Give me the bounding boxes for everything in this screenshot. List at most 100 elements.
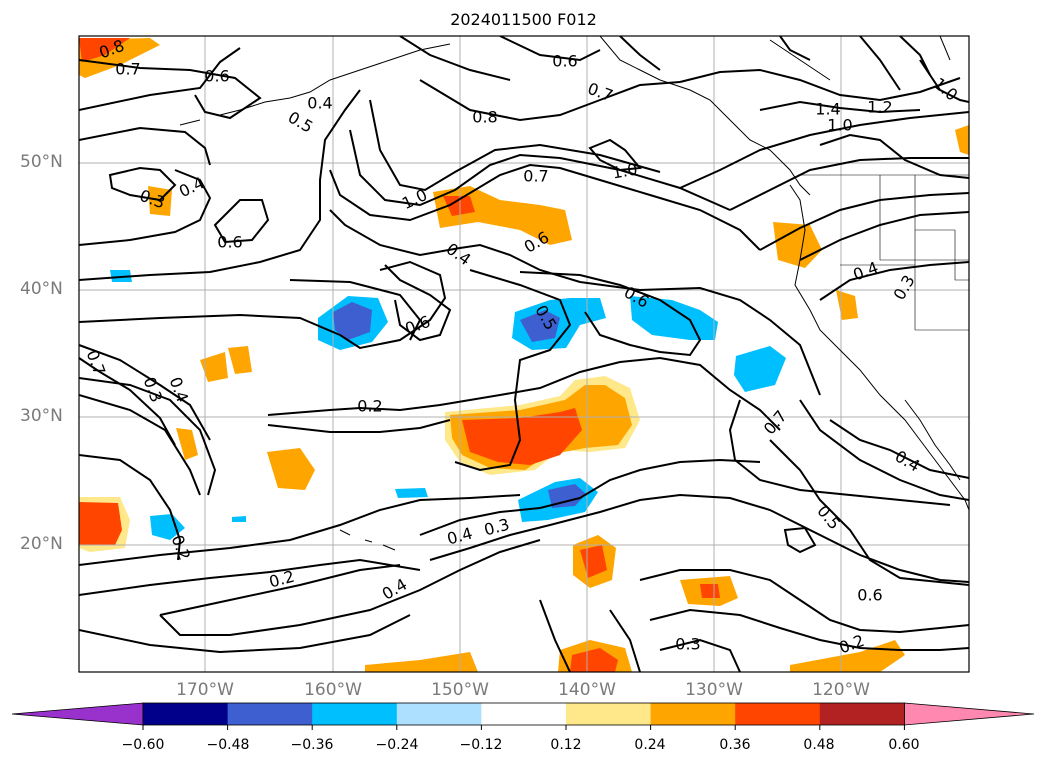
contour-label: 0.4 — [307, 94, 332, 113]
contour-line — [779, 36, 811, 61]
colorbar-tick-label: −0.36 — [290, 737, 334, 753]
contour-label: 1.4 — [815, 100, 840, 119]
shading-patch — [150, 514, 185, 540]
contour-label: 0.4 — [379, 575, 411, 604]
contour-line — [79, 169, 212, 246]
contour-line — [799, 399, 969, 501]
colorbar-tick-label: −0.24 — [375, 737, 419, 753]
contour-label: 0.6 — [217, 233, 242, 252]
contour-line — [799, 211, 969, 261]
lat-label: 30°N — [20, 406, 63, 426]
lon-label: 160°W — [304, 680, 362, 700]
colorbar-segment — [650, 703, 736, 725]
contour-line — [829, 419, 969, 479]
contour-line — [79, 89, 361, 281]
contour-line — [79, 126, 211, 166]
contour-label: 0.4 — [850, 258, 880, 285]
state-borders — [800, 174, 969, 331]
contour-label: 0.4 — [443, 239, 475, 269]
colorbar-segment — [735, 703, 821, 725]
colorbar-tick-label: 0.24 — [634, 737, 666, 753]
shading-patch — [200, 352, 228, 382]
shading-patch — [176, 428, 198, 460]
contour-label: 1.0 — [827, 116, 852, 135]
contour-line — [769, 439, 969, 586]
coastlines — [179, 36, 969, 551]
border-line — [800, 174, 969, 331]
contour-line — [429, 493, 969, 583]
contour-label: 0.3 — [890, 272, 919, 304]
aleutian-islands — [179, 43, 451, 126]
shading-patch — [333, 302, 372, 340]
contour-label: 0.7 — [760, 407, 791, 439]
contour-line — [679, 111, 969, 189]
colorbar-extend-high — [904, 702, 1035, 726]
lon-label: 170°W — [176, 680, 234, 700]
contour-line — [329, 163, 761, 251]
contour-line — [859, 36, 901, 91]
contour-line — [349, 129, 731, 211]
contour-line — [329, 209, 821, 396]
contour-line — [729, 157, 969, 211]
contour-line — [267, 356, 781, 431]
shading-patch — [395, 488, 428, 498]
contour-line — [289, 279, 422, 341]
contour-line — [783, 526, 817, 554]
contour-label: 0.3 — [140, 374, 167, 404]
contour-line — [519, 271, 702, 357]
contour-line — [79, 558, 421, 596]
lon-label: 140°W — [558, 680, 616, 700]
colorbar-extend-low — [11, 702, 144, 726]
contour-label: 0.7 — [83, 347, 110, 377]
contour-line — [759, 100, 921, 114]
shading-patch — [443, 196, 475, 216]
contour-line — [79, 614, 411, 654]
colorbar-segment — [481, 703, 567, 725]
shading-patch — [110, 270, 132, 282]
contour-line — [588, 138, 642, 172]
contour-label: 0.4 — [892, 447, 924, 476]
colorbar-segment — [819, 703, 905, 725]
contour-line — [454, 269, 572, 472]
contour-label: 0.6 — [857, 586, 882, 605]
shading-patch — [773, 222, 822, 268]
contour-label: 0.3 — [675, 635, 700, 654]
contour-line — [79, 47, 241, 111]
contour-label: 0.6 — [204, 67, 229, 86]
contour-line — [267, 419, 451, 433]
colorbar-tick-label: −0.60 — [121, 737, 165, 753]
colorbar — [11, 702, 1035, 730]
contour-line — [369, 99, 661, 192]
contour-line — [79, 394, 201, 496]
contour-line — [899, 36, 931, 76]
contour-line — [79, 494, 521, 566]
contour-label: 0.6 — [552, 52, 577, 71]
contour-label: 0.2 — [267, 567, 297, 592]
contour-label: 0.5 — [813, 502, 844, 534]
contour-line — [728, 399, 951, 506]
colorbar-segment — [143, 703, 229, 725]
shading-patch — [955, 125, 969, 155]
colorbar-tick-label: 0.60 — [888, 737, 920, 753]
shading-patch — [228, 346, 252, 374]
hawaii-islands — [339, 529, 396, 551]
contour-label: 0.2 — [168, 532, 195, 562]
baja-coast — [904, 399, 961, 481]
contour-line — [79, 260, 447, 350]
na-west-coast — [789, 184, 969, 511]
contour-label: 0.4 — [176, 173, 207, 201]
contour-line — [159, 564, 401, 616]
contour-line — [419, 458, 761, 536]
negative-shading — [110, 270, 786, 540]
alaska-coast — [599, 36, 951, 196]
colorbar-frame — [142, 702, 905, 726]
contour-label: 1.0 — [611, 159, 639, 182]
contour-line — [399, 36, 511, 81]
colorbar-tick-label: 0.36 — [719, 737, 751, 753]
shading-patch — [630, 296, 718, 340]
contour-line — [619, 36, 661, 71]
colorbar-tick-label: −0.48 — [206, 737, 250, 753]
lat-label: 40°N — [20, 279, 63, 299]
contour-line — [213, 199, 270, 244]
